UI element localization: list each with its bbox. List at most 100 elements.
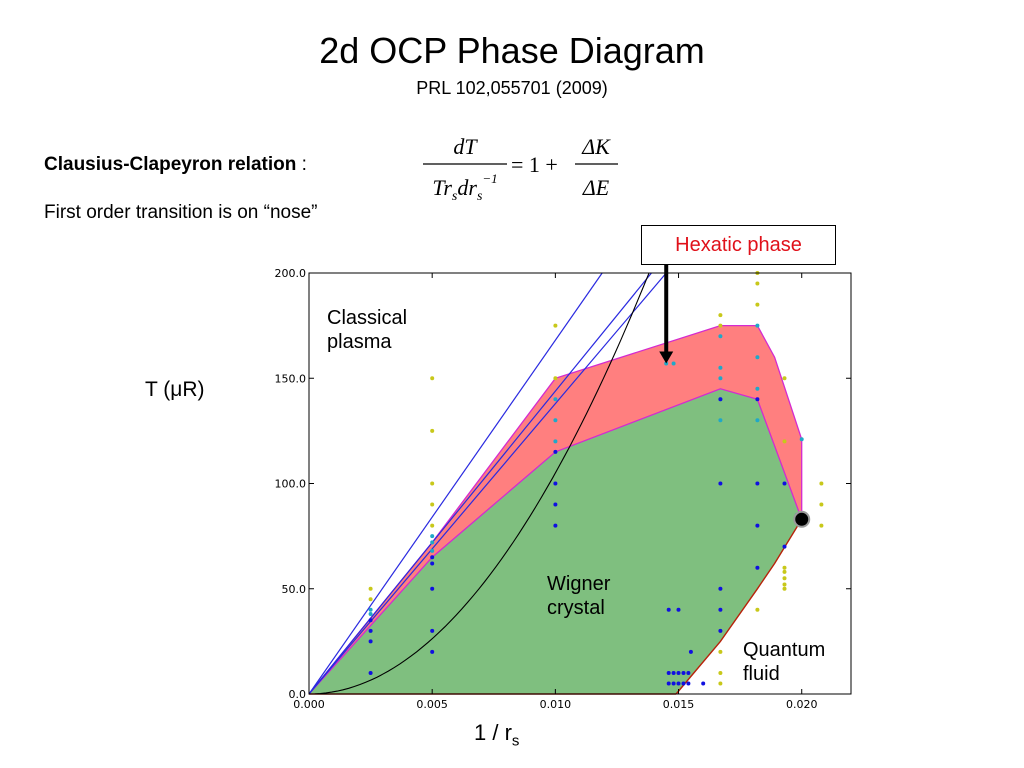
simulation-points — [368, 271, 824, 686]
data-point-blue — [553, 502, 558, 507]
data-point-yellow — [782, 576, 787, 581]
data-point-cyan — [755, 386, 760, 391]
data-point-cyan — [368, 607, 373, 612]
data-point-blue — [686, 671, 691, 675]
data-point-cyan — [755, 418, 760, 423]
data-point-cyan — [799, 437, 804, 442]
y-tick-label: 50.0 — [282, 583, 307, 596]
data-point-yellow — [718, 313, 723, 318]
data-point-yellow — [755, 281, 760, 286]
data-point-blue — [782, 481, 787, 486]
plot-overlay — [659, 264, 811, 528]
data-point-yellow — [782, 565, 787, 570]
classical-plasma-label: Classical plasma — [327, 306, 407, 354]
quantum-line-2: fluid — [743, 663, 780, 685]
classical-line-2: plasma — [327, 331, 392, 353]
data-point-blue — [782, 544, 787, 549]
data-point-cyan — [553, 439, 558, 444]
reference-line-1 — [308, 272, 603, 695]
eq-rhs-one: = 1 + — [511, 152, 558, 177]
x-tick-label: 0.010 — [540, 698, 572, 711]
data-point-blue — [666, 681, 671, 686]
y-axis-label: T (μR) — [145, 378, 205, 401]
data-point-yellow — [782, 569, 787, 574]
data-point-yellow — [782, 439, 787, 444]
quantum-boundary-line — [675, 518, 803, 695]
data-point-yellow — [819, 523, 824, 528]
data-point-yellow — [755, 607, 760, 612]
eq-rhs-denominator: ΔE — [582, 175, 610, 200]
data-point-yellow — [782, 582, 787, 587]
data-point-cyan — [718, 376, 723, 381]
y-tick-label: 200.0 — [275, 267, 307, 280]
data-point-yellow — [782, 376, 787, 381]
data-point-blue — [718, 481, 723, 486]
data-point-blue — [676, 671, 681, 675]
wigner-crystal-label: Wigner crystal — [547, 572, 610, 620]
y-tick-label: 0.0 — [289, 688, 307, 701]
data-point-yellow — [718, 649, 723, 654]
data-point-cyan — [755, 323, 760, 328]
clausius-equation: dT Trsdrs−1 = 1 + ΔK ΔE — [423, 134, 618, 204]
data-point-cyan — [755, 355, 760, 360]
data-point-blue — [666, 607, 671, 612]
first-order-note: First order transition is on “nose” — [44, 202, 318, 223]
data-point-yellow — [819, 481, 824, 486]
data-point-blue — [686, 681, 691, 686]
hexatic-arrow-head — [659, 351, 674, 364]
x-tick-label: 0.015 — [663, 698, 695, 711]
x-tick-label: 0.020 — [786, 698, 818, 711]
data-point-cyan — [718, 334, 723, 339]
data-point-blue — [430, 586, 435, 591]
data-point-blue — [671, 681, 676, 686]
data-point-yellow — [430, 481, 435, 486]
data-point-blue — [676, 607, 681, 612]
page-subtitle: PRL 102,055701 (2009) — [416, 78, 608, 98]
data-point-cyan — [718, 418, 723, 423]
data-point-yellow — [430, 502, 435, 507]
data-point-blue — [755, 565, 760, 570]
wigner-line-1: Wigner — [547, 573, 611, 595]
x-tick-label: 0.000 — [293, 698, 325, 711]
upper-boundary-line — [308, 324, 803, 695]
data-point-cyan — [671, 361, 676, 366]
data-point-blue — [701, 681, 706, 686]
clausius-colon: : — [296, 154, 307, 175]
data-point-cyan — [430, 540, 435, 545]
data-point-blue — [676, 681, 681, 686]
y-tick-label: 150.0 — [275, 372, 307, 385]
data-point-blue — [718, 586, 723, 591]
boundary-lines — [308, 272, 803, 695]
data-point-blue — [718, 628, 723, 633]
eq-lhs-numerator: dT — [453, 134, 478, 159]
clausius-clapeyron-label: Clausius-Clapeyron relation : — [44, 154, 307, 176]
data-point-blue — [666, 671, 671, 675]
data-point-yellow — [819, 502, 824, 507]
x-axis-label: 1 / rs — [474, 720, 519, 749]
data-point-blue — [430, 555, 435, 560]
eq-rhs-numerator: ΔK — [581, 134, 611, 159]
reference-line-3 — [308, 272, 667, 695]
data-point-blue — [368, 639, 373, 644]
quantum-line-1: Quantum — [743, 639, 826, 661]
data-point-yellow — [553, 376, 558, 381]
data-point-blue — [718, 607, 723, 612]
reference-line-2 — [308, 272, 652, 695]
hexatic-phase-callout: Hexatic phase — [641, 225, 836, 265]
data-point-blue — [553, 449, 558, 454]
data-point-yellow — [718, 323, 723, 328]
data-point-cyan — [368, 612, 373, 616]
data-point-yellow — [430, 428, 435, 433]
data-point-blue — [553, 523, 558, 528]
data-point-yellow — [782, 586, 787, 591]
phase-region-fills — [309, 325, 802, 694]
data-point-blue — [368, 671, 373, 675]
y-tick-label: 100.0 — [275, 478, 307, 491]
x-axis-label-sub: s — [511, 732, 520, 750]
data-point-blue — [681, 671, 686, 675]
data-point-cyan — [430, 534, 435, 539]
data-point-yellow — [368, 597, 373, 602]
data-point-blue — [681, 681, 686, 686]
data-point-blue — [671, 671, 676, 675]
